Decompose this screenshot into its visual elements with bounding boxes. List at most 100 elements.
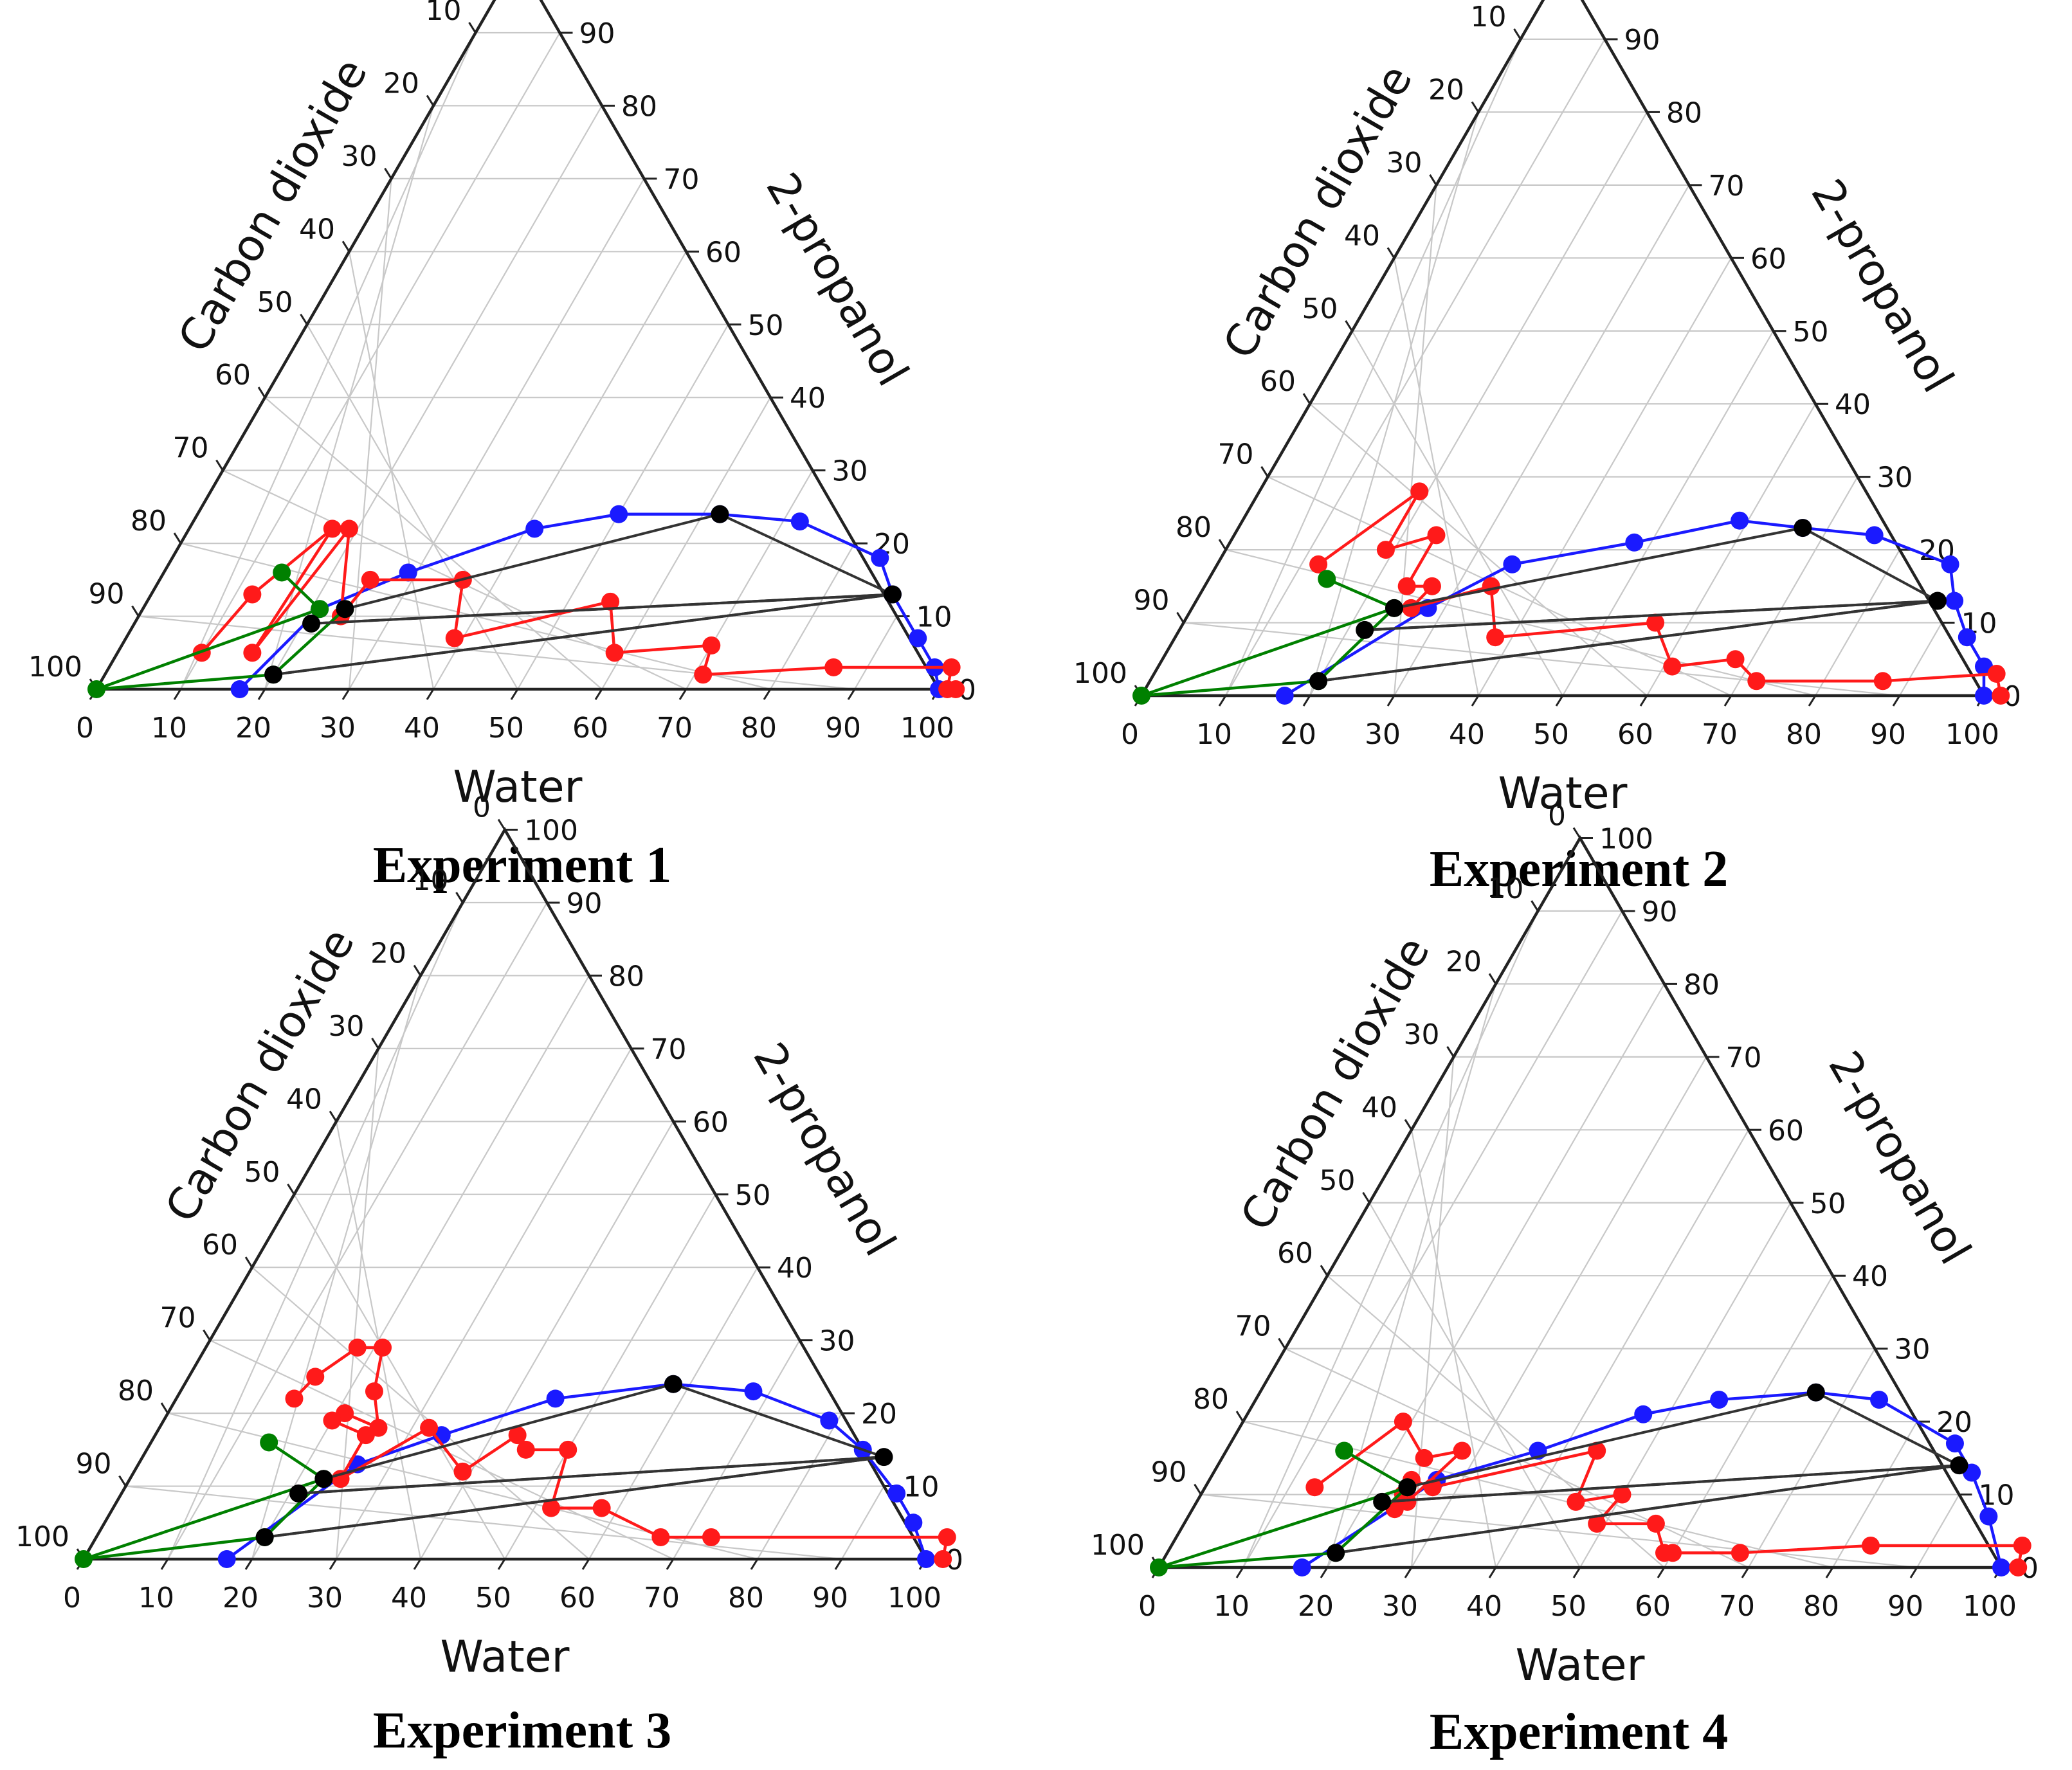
tick-left — [1262, 467, 1268, 477]
data-point-red — [286, 1389, 304, 1407]
tick-label-bottom: 70 — [644, 1582, 680, 1614]
data-point-blue — [887, 1485, 905, 1503]
data-point-red — [2013, 1537, 2031, 1555]
data-point-blue — [1975, 687, 1993, 705]
tick-label-right: 90 — [579, 17, 615, 50]
tick-label-left: 80 — [1193, 1383, 1229, 1416]
grid-line — [1352, 331, 1563, 696]
data-point-red — [2009, 1558, 2027, 1576]
tick-bottom — [1556, 696, 1563, 706]
data-point-blue — [1941, 555, 1959, 573]
tick-left — [1363, 1193, 1370, 1203]
series-line-green — [1141, 579, 1394, 696]
tick-label-left: 60 — [215, 359, 251, 392]
tick-bottom — [1574, 1567, 1580, 1578]
tick-label-bottom: 50 — [1550, 1590, 1586, 1623]
tick-label-left: 60 — [1260, 365, 1296, 398]
tick-label-left: 20 — [1428, 73, 1464, 106]
tick-bottom — [667, 1559, 673, 1569]
tick-left — [1472, 102, 1478, 112]
data-point-black — [1327, 1544, 1345, 1562]
tick-bottom — [848, 689, 855, 700]
tick-bottom — [1911, 1567, 1917, 1578]
tick-left — [1489, 973, 1496, 984]
tick-left — [498, 820, 505, 830]
tick-label-bottom: 0 — [1121, 718, 1139, 751]
data-point-red — [1486, 628, 1504, 646]
tick-left — [174, 533, 181, 543]
data-point-black — [1950, 1456, 1968, 1474]
tick-label-bottom: 50 — [1533, 718, 1569, 751]
data-point-black — [1309, 672, 1327, 690]
data-point-green — [1318, 570, 1336, 588]
data-point-red — [1862, 1537, 1880, 1555]
data-point-black — [664, 1375, 682, 1393]
tick-label-right: 10 — [916, 601, 952, 634]
tick-bottom — [174, 689, 181, 700]
tick-label-left: 60 — [1277, 1237, 1313, 1270]
data-point-blue — [904, 1513, 922, 1531]
data-point-green — [87, 680, 105, 698]
tick-label-bottom: 100 — [900, 712, 954, 745]
data-point-blue — [610, 505, 628, 523]
tick-label-bottom: 80 — [741, 712, 777, 745]
data-point-blue — [917, 1550, 935, 1568]
data-point-blue — [1503, 555, 1521, 573]
tick-label-left: 10 — [426, 0, 462, 27]
tick-label-right: 30 — [819, 1325, 855, 1358]
grid-line — [855, 617, 897, 689]
data-point-blue — [525, 519, 543, 537]
tick-label-left: 90 — [89, 578, 125, 611]
grid-line — [842, 1486, 884, 1559]
data-point-red — [1415, 1449, 1433, 1467]
panel-caption: Experiment 2 — [1430, 841, 1728, 898]
axis-title-water: Water — [440, 1632, 569, 1683]
data-point-red — [934, 1550, 952, 1568]
tick-left — [372, 1038, 379, 1049]
tick-label-bottom: 90 — [1887, 1590, 1923, 1623]
tick-bottom — [583, 1559, 589, 1569]
data-point-blue — [744, 1382, 762, 1400]
tick-label-right: 80 — [621, 90, 657, 123]
axis-title-2-propanol: 2-propanol — [743, 1034, 905, 1265]
grid-line — [673, 1341, 800, 1559]
tick-bottom — [1489, 1567, 1496, 1578]
tick-left — [1177, 613, 1184, 623]
tick-label-bottom: 10 — [1196, 718, 1232, 751]
tick-label-right: 100 — [524, 815, 578, 847]
tie-line — [273, 595, 893, 675]
series-green — [1150, 1441, 1416, 1576]
series-line-green — [84, 1442, 323, 1559]
tick-label-left: 100 — [1091, 1529, 1145, 1562]
tick-label-bottom: 10 — [151, 712, 187, 745]
tick-label-bottom: 0 — [63, 1582, 81, 1614]
data-point-red — [1410, 482, 1428, 500]
tick-label-bottom: 60 — [1617, 718, 1653, 751]
tick-left — [1532, 901, 1538, 911]
tick-label-bottom: 10 — [1213, 1590, 1250, 1623]
tick-left — [204, 1330, 210, 1341]
tick-bottom — [427, 689, 433, 700]
tick-left — [1304, 393, 1310, 404]
data-point-blue — [820, 1411, 838, 1429]
data-point-black — [1398, 1478, 1416, 1496]
tick-label-right: 50 — [735, 1179, 771, 1212]
tick-label-left: 70 — [160, 1302, 196, 1335]
tick-left — [1279, 1339, 1286, 1349]
tick-label-bottom: 60 — [1635, 1590, 1671, 1623]
axis-title-2-propanol: 2-propanol — [756, 165, 918, 395]
data-point-blue — [1634, 1405, 1652, 1423]
tick-label-bottom: 30 — [1382, 1590, 1418, 1623]
data-point-black — [884, 586, 902, 604]
data-point-red — [606, 644, 624, 662]
tick-label-bottom: 40 — [1466, 1590, 1502, 1623]
tick-label-right: 50 — [748, 309, 784, 342]
data-point-red — [454, 1463, 472, 1481]
tick-label-bottom: 70 — [657, 712, 693, 745]
tick-left — [217, 460, 223, 471]
tick-bottom — [161, 1559, 168, 1569]
data-point-green — [260, 1433, 278, 1451]
data-point-blue — [218, 1550, 236, 1568]
tick-label-left: 70 — [1235, 1310, 1271, 1343]
tick-label-left: 50 — [1302, 293, 1338, 325]
